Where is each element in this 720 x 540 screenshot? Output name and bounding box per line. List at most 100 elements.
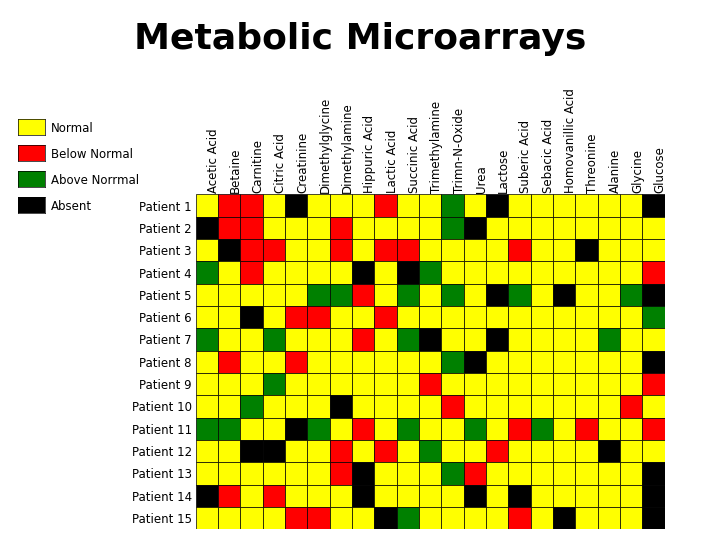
- Bar: [397, 328, 419, 350]
- Bar: [441, 328, 464, 350]
- Bar: [196, 306, 218, 328]
- Bar: [642, 239, 665, 261]
- Bar: [642, 484, 665, 507]
- Bar: [620, 284, 642, 306]
- Bar: [240, 239, 263, 261]
- Bar: [285, 395, 307, 417]
- Text: Above Norrmal: Above Norrmal: [50, 173, 139, 187]
- Bar: [508, 328, 531, 350]
- Bar: [263, 417, 285, 440]
- Bar: [218, 462, 240, 484]
- Bar: [218, 373, 240, 395]
- Bar: [620, 507, 642, 529]
- Bar: [508, 194, 531, 217]
- Bar: [486, 373, 508, 395]
- Bar: [642, 417, 665, 440]
- Bar: [598, 350, 620, 373]
- Bar: [620, 306, 642, 328]
- Bar: [441, 507, 464, 529]
- Bar: [263, 261, 285, 284]
- Bar: [531, 440, 553, 462]
- Bar: [374, 194, 397, 217]
- Bar: [374, 284, 397, 306]
- Bar: [307, 284, 330, 306]
- Bar: [464, 507, 486, 529]
- Bar: [307, 507, 330, 529]
- Bar: [285, 261, 307, 284]
- Bar: [218, 328, 240, 350]
- Bar: [218, 306, 240, 328]
- Bar: [196, 328, 218, 350]
- Bar: [441, 217, 464, 239]
- Bar: [307, 239, 330, 261]
- Bar: [263, 194, 285, 217]
- Bar: [553, 194, 575, 217]
- Bar: [419, 284, 441, 306]
- Bar: [419, 306, 441, 328]
- Bar: [598, 484, 620, 507]
- Bar: [486, 306, 508, 328]
- Bar: [285, 239, 307, 261]
- Bar: [486, 484, 508, 507]
- Bar: [508, 440, 531, 462]
- Bar: [263, 284, 285, 306]
- Bar: [464, 440, 486, 462]
- Bar: [598, 306, 620, 328]
- Bar: [285, 350, 307, 373]
- Bar: [642, 328, 665, 350]
- Bar: [196, 484, 218, 507]
- Bar: [352, 261, 374, 284]
- Bar: [419, 462, 441, 484]
- Bar: [196, 350, 218, 373]
- Bar: [374, 440, 397, 462]
- Bar: [240, 306, 263, 328]
- Bar: [307, 417, 330, 440]
- Bar: [330, 239, 352, 261]
- Bar: [218, 217, 240, 239]
- Bar: [397, 194, 419, 217]
- Bar: [620, 462, 642, 484]
- Bar: [419, 440, 441, 462]
- Bar: [196, 417, 218, 440]
- Bar: [374, 507, 397, 529]
- Bar: [531, 350, 553, 373]
- Bar: [575, 417, 598, 440]
- Bar: [508, 417, 531, 440]
- Bar: [464, 484, 486, 507]
- Bar: [531, 284, 553, 306]
- Bar: [397, 484, 419, 507]
- Bar: [397, 306, 419, 328]
- Bar: [240, 328, 263, 350]
- Bar: [196, 462, 218, 484]
- Bar: [531, 194, 553, 217]
- Bar: [263, 373, 285, 395]
- Bar: [441, 239, 464, 261]
- Bar: [575, 484, 598, 507]
- Bar: [397, 217, 419, 239]
- Bar: [374, 306, 397, 328]
- Bar: [419, 194, 441, 217]
- Bar: [620, 261, 642, 284]
- Bar: [374, 217, 397, 239]
- Bar: [508, 395, 531, 417]
- Bar: [240, 284, 263, 306]
- Bar: [240, 440, 263, 462]
- Bar: [531, 239, 553, 261]
- Bar: [330, 194, 352, 217]
- Bar: [642, 462, 665, 484]
- Bar: [486, 261, 508, 284]
- Bar: [620, 194, 642, 217]
- Bar: [575, 373, 598, 395]
- Bar: [441, 350, 464, 373]
- Bar: [285, 440, 307, 462]
- Bar: [508, 284, 531, 306]
- Bar: [598, 239, 620, 261]
- Bar: [531, 373, 553, 395]
- Bar: [218, 261, 240, 284]
- Bar: [285, 306, 307, 328]
- Bar: [374, 261, 397, 284]
- Bar: [441, 284, 464, 306]
- Bar: [642, 217, 665, 239]
- Bar: [620, 328, 642, 350]
- Bar: [598, 217, 620, 239]
